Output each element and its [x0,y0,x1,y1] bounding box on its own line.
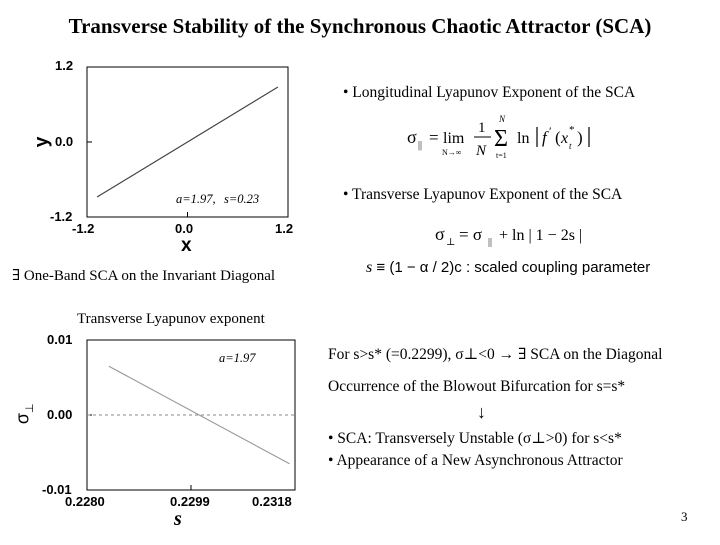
plot2-ylabel-sub: ⊥ [24,403,37,414]
plot2-ylabel-sym: σ [12,413,33,425]
formula-lim: lim [443,130,465,147]
plot2-annotation: a=1.97 [219,351,256,365]
formula-eq1: = [429,128,439,147]
page-number: 3 [681,509,688,524]
formula-f: f [542,128,549,147]
plot2-ylabel: σ⊥ [13,403,37,424]
formula-sum: Σ [494,126,508,152]
plot2-xtick-right: 0.2318 [252,494,292,509]
slide-title: Transverse Stability of the Synchronous … [68,14,652,38]
plot1-ytick-bot: -1.2 [50,209,73,224]
formula-frac-den: N [475,143,487,159]
formula-transverse: σ ⊥ = σ || + ln | 1 − 2s | [435,224,582,247]
formula-sum-top: N [498,114,506,124]
formula-sigma-perp-tail: + ln | 1 − 2s | [499,227,582,244]
formula-s-def-desc: scaled coupling parameter [474,259,651,276]
formula-paren-open: ( [555,128,561,147]
formula-longitudinal: σ || = lim N→∞ 1 N N Σ t=1 ln f ′ ( x * … [407,114,590,160]
right-line-3: • SCA: Transversely Unstable (σ⊥>0) for … [328,430,622,447]
plot1-annotation-alpha: a=1.97, [176,192,216,206]
plot1-svg: a=1.97, s=0.23 [86,66,289,218]
plot2-ytick-mid: 0.00 [47,407,73,422]
plot1-series-line [96,86,279,198]
formula-f-prime: ′ [549,124,552,138]
right-line-1: For s>s* (=0.2299), σ⊥<0 → ∃ SCA on the … [328,346,663,363]
formula-sigma-perp-sub: ⊥ [446,237,455,247]
formula-sigma-perp-rhs-sub: || [488,237,492,247]
formula-xt: x [560,130,568,147]
formula-ln: ln [517,130,529,147]
plot2-series-line [108,365,290,465]
bullet-transverse: • Transverse Lyapunov Exponent of the SC… [343,186,623,203]
plot1-xtick-mid: 0.0 [175,221,194,236]
formula-xt-sup: * [569,124,575,136]
plot1-ylabel: y [31,136,53,148]
right-line-4: • Appearance of a New Asynchronous Attra… [328,452,623,469]
plot1-ytick-top: 1.2 [55,58,74,73]
formula-sigma-perp-rhs: = σ [459,225,482,244]
down-arrow: ↓ [477,402,486,422]
plot1-annotation-s: s=0.23 [224,192,259,206]
plot2-xlabel: s [174,508,182,530]
plot2-ytick-top: 0.01 [47,332,73,347]
right-line-2: Occurrence of the Blowout Bifurcation fo… [328,378,626,395]
formula-lim-sub: N→∞ [442,148,462,157]
plot1-ytick-mid: 0.0 [55,134,74,149]
formula-sigma-par: σ [407,127,417,147]
plot2-ytick-bot: -0.01 [42,482,72,497]
formula-sigma-perp: σ [435,224,445,244]
formula-sum-bot: t=1 [496,151,507,160]
bullet-longitudinal: • Longitudinal Lyapunov Exponent of the … [343,84,636,101]
formula-s-def-mid: ≡ (1 − α / 2)c : [376,259,471,276]
plot2-xtick-left: 0.2280 [65,494,105,509]
plot2-svg: a=1.97 [86,339,296,491]
plot1-xlabel: x [181,235,192,256]
plot2-xtick-mid: 0.2299 [170,494,210,509]
formula-xt-sub: t [569,141,572,151]
plot1-xtick-right: 1.2 [275,221,294,236]
formula-s-def-s: s [366,259,373,276]
plot1-panel: a=1.97, s=0.23 1.2 0.0 -1.2 -1.2 0.0 1.2… [31,55,300,260]
formula-sigma-par-sub: || [418,140,422,151]
plot2-title: Transverse Lyapunov exponent [77,311,265,327]
formula-paren-close: ) [577,128,583,147]
formula-s-definition: s ≡ (1 − α / 2)c : scaled coupling param… [366,259,650,277]
formula-frac-num: 1 [478,120,486,136]
plot1-xtick-left: -1.2 [72,221,95,236]
plot2-panel: a=1.97 0.01 0.00 -0.01 0.2280 0.2299 0.2… [0,328,300,540]
one-band-note: ∃ One-Band SCA on the Invariant Diagonal [12,268,276,284]
